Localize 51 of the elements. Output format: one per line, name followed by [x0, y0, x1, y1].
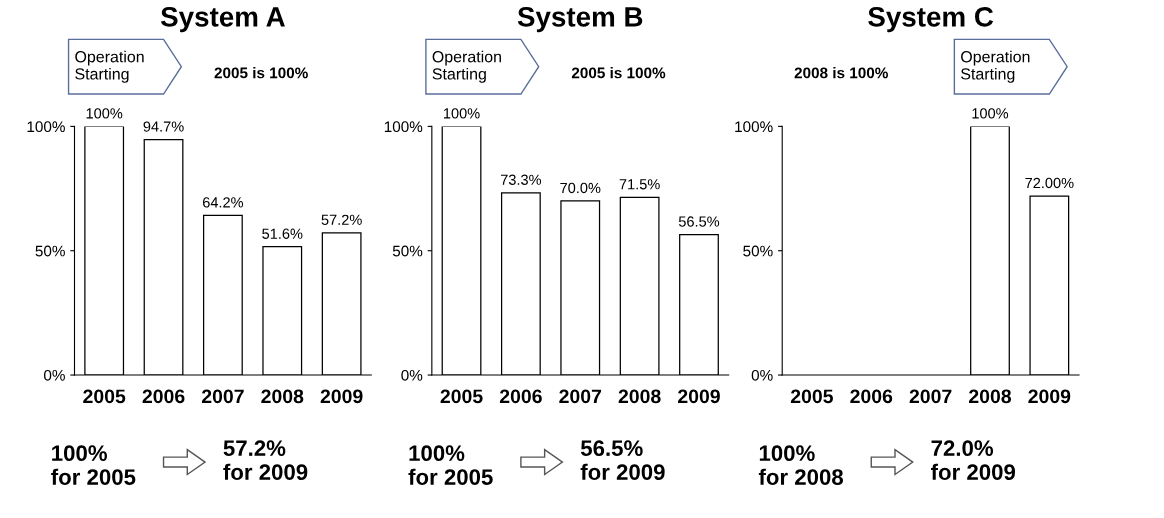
y-tick-label: 0%	[43, 369, 65, 381]
x-tick-label: 2006	[142, 389, 185, 404]
text: Operation Starting	[961, 50, 1030, 83]
chart-title: System A	[160, 7, 285, 33]
data-label: 100%	[972, 108, 1009, 119]
data-label: 72.00%	[1025, 177, 1074, 189]
chart-title: System C	[868, 7, 994, 33]
x-tick-label: 2008	[261, 389, 304, 404]
text: 100% for 2008	[758, 445, 844, 485]
x-tick-label: 2009	[1028, 389, 1071, 404]
chart-title: System B	[517, 7, 643, 33]
data-label: 51.6%	[262, 228, 303, 239]
x-tick-label: 2009	[678, 389, 720, 404]
y-tick-label: 50%	[743, 245, 773, 257]
x-tick-label: 2005	[83, 389, 126, 404]
y-tick-label: 100%	[384, 121, 423, 133]
x-tick-label: 2007	[201, 389, 244, 404]
text: 2005 is 100%	[571, 67, 666, 79]
x-tick-label: 2006	[850, 389, 893, 404]
text: 57.2% for 2009	[223, 440, 308, 480]
x-tick-label: 2008	[618, 389, 661, 404]
x-tick-label: 2006	[499, 389, 542, 404]
data-label: 73.3%	[500, 174, 542, 185]
data-label: 70.0%	[560, 182, 601, 194]
x-tick-label: 2009	[320, 389, 363, 404]
data-label: 94.7%	[143, 121, 184, 132]
y-tick-label: 0%	[751, 369, 773, 381]
x-tick-label: 2005	[790, 389, 833, 404]
text: 2005 is 100%	[214, 67, 308, 79]
x-tick-label: 2007	[559, 389, 602, 404]
x-tick-label: 2007	[909, 389, 952, 404]
text: 100% for 2005	[408, 445, 493, 485]
data-label: 100%	[443, 108, 480, 119]
text: Operation Starting	[432, 50, 501, 83]
data-label: 57.2%	[321, 214, 362, 225]
y-tick-label: 0%	[401, 369, 423, 381]
y-tick-label: 100%	[735, 121, 773, 133]
text: 100% for 2005	[51, 445, 136, 485]
data-label: 71.5%	[619, 179, 660, 190]
x-tick-label: 2005	[440, 389, 483, 404]
y-tick-label: 50%	[35, 245, 65, 257]
text: 72.0% for 2009	[931, 440, 1016, 480]
y-tick-label: 100%	[27, 121, 65, 133]
text: 2008 is 100%	[794, 67, 888, 79]
data-label: 64.2%	[202, 197, 244, 208]
text: 56.5% for 2009	[580, 440, 665, 480]
x-tick-label: 2008	[969, 389, 1012, 404]
data-label: 56.5%	[678, 216, 720, 227]
y-tick-label: 50%	[392, 245, 423, 257]
text: Operation Starting	[75, 50, 144, 83]
data-label: 100%	[86, 108, 123, 119]
